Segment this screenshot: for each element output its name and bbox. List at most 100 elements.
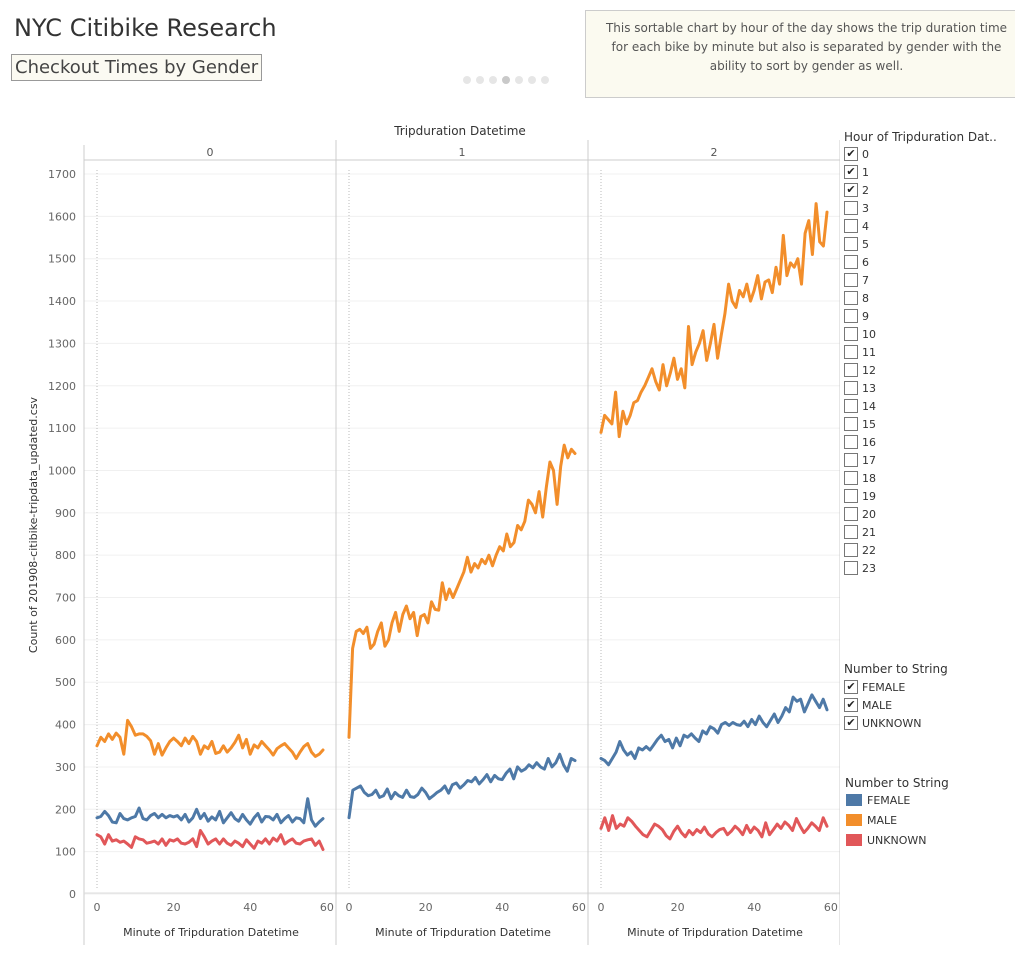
- hour-filter-item[interactable]: 22: [844, 541, 876, 559]
- hour-filter-label: 2: [862, 183, 869, 197]
- legend-label: MALE: [867, 813, 898, 827]
- hour-filter-item[interactable]: 21: [844, 523, 876, 541]
- hour-filter-item[interactable]: 5: [844, 235, 869, 253]
- y-tick-label: 1700: [48, 168, 76, 181]
- checkbox[interactable]: [844, 561, 858, 575]
- hour-filter-item[interactable]: 4: [844, 217, 869, 235]
- checkbox[interactable]: [844, 435, 858, 449]
- hour-filter-item[interactable]: 14: [844, 397, 876, 415]
- checkbox[interactable]: ✔: [844, 183, 858, 197]
- story-point-caption[interactable]: Checkout Times by Gender: [11, 54, 263, 81]
- checkbox[interactable]: [844, 201, 858, 215]
- checkbox[interactable]: [844, 255, 858, 269]
- hour-filter-item[interactable]: 17: [844, 451, 876, 469]
- hour-filter-label: 22: [862, 543, 876, 557]
- color-legend-title: Number to String: [845, 776, 949, 790]
- checkbox[interactable]: [844, 219, 858, 233]
- hour-filter-label: 6: [862, 255, 869, 269]
- checkbox[interactable]: [844, 381, 858, 395]
- story-point-dot[interactable]: [489, 76, 497, 84]
- hour-filter-item[interactable]: 6: [844, 253, 869, 271]
- hour-filter-item[interactable]: 3: [844, 199, 869, 217]
- panel-header-label: 2: [711, 146, 718, 159]
- hour-filter-item[interactable]: 9: [844, 307, 869, 325]
- hour-filter-label: 1: [862, 165, 869, 179]
- hour-filter-item[interactable]: 12: [844, 361, 876, 379]
- hour-filter-item[interactable]: 20: [844, 505, 876, 523]
- hour-filter-item[interactable]: ✔ 0: [844, 145, 869, 163]
- x-tick-label: 60: [320, 901, 334, 914]
- x-axis-label: Minute of Tripduration Datetime: [123, 926, 299, 939]
- line-chart: 0100200300400500600700800900100011001200…: [27, 124, 840, 945]
- legend-item[interactable]: FEMALE: [846, 790, 910, 810]
- hour-filter-label: 12: [862, 363, 876, 377]
- hour-filter-item[interactable]: 15: [844, 415, 876, 433]
- hour-filter-item[interactable]: 8: [844, 289, 869, 307]
- y-tick-label: 1000: [48, 464, 76, 477]
- checkbox[interactable]: ✔: [844, 147, 858, 161]
- story-point-dot[interactable]: [463, 76, 471, 84]
- gender-filter-item[interactable]: ✔ FEMALE: [844, 678, 905, 696]
- checkbox[interactable]: [844, 399, 858, 413]
- story-point-dot[interactable]: [528, 76, 536, 84]
- hour-filter-item[interactable]: ✔ 2: [844, 181, 869, 199]
- y-tick-label: 200: [55, 803, 76, 816]
- x-tick-label: 40: [747, 901, 761, 914]
- checkbox[interactable]: [844, 363, 858, 377]
- checkbox[interactable]: [844, 453, 858, 467]
- story-point-dot[interactable]: [476, 76, 484, 84]
- legend-item[interactable]: MALE: [846, 810, 897, 830]
- checkbox[interactable]: [844, 525, 858, 539]
- checkbox[interactable]: [844, 345, 858, 359]
- series-layer: [95, 202, 829, 851]
- hour-filter-item[interactable]: 19: [844, 487, 876, 505]
- series-line-female: [599, 693, 829, 767]
- checkbox[interactable]: [844, 291, 858, 305]
- checkbox[interactable]: [844, 543, 858, 557]
- gender-filter-item[interactable]: ✔ UNKNOWN: [844, 714, 922, 732]
- checkbox[interactable]: ✔: [844, 716, 858, 730]
- description-box: This sortable chart by hour of the day s…: [585, 10, 1015, 98]
- hour-filter-item[interactable]: ✔ 1: [844, 163, 869, 181]
- story-point-dot[interactable]: [515, 76, 523, 84]
- checkbox[interactable]: [844, 309, 858, 323]
- checkbox[interactable]: ✔: [844, 680, 858, 694]
- y-tick-label: 1500: [48, 253, 76, 266]
- hour-filter-label: 5: [862, 237, 869, 251]
- x-tick-label: 60: [824, 901, 838, 914]
- series-line-male: [95, 718, 325, 760]
- hour-filter-item[interactable]: 18: [844, 469, 876, 487]
- checkbox[interactable]: [844, 273, 858, 287]
- x-tick-label: 20: [671, 901, 685, 914]
- checkbox[interactable]: [844, 489, 858, 503]
- gender-filter-title: Number to String: [844, 662, 948, 676]
- checkbox[interactable]: [844, 507, 858, 521]
- checkbox[interactable]: [844, 237, 858, 251]
- hour-filter-label: 0: [862, 147, 869, 161]
- hour-filter-item[interactable]: 16: [844, 433, 876, 451]
- hour-filter-label: 3: [862, 201, 869, 215]
- series-line-female: [95, 797, 325, 828]
- checkbox[interactable]: ✔: [844, 698, 858, 712]
- hour-filter-item[interactable]: 23: [844, 559, 876, 577]
- gender-filter-item[interactable]: ✔ MALE: [844, 696, 892, 714]
- hour-filter-item[interactable]: 13: [844, 379, 876, 397]
- hour-filter-item[interactable]: 10: [844, 325, 876, 343]
- story-point-dot[interactable]: [502, 76, 510, 84]
- series-line-unknown: [95, 829, 325, 851]
- checkbox[interactable]: [844, 327, 858, 341]
- legend-item[interactable]: UNKNOWN: [846, 830, 927, 850]
- checkbox[interactable]: [844, 471, 858, 485]
- checkbox[interactable]: [844, 417, 858, 431]
- hour-filter-item[interactable]: 7: [844, 271, 869, 289]
- story-point-dot[interactable]: [541, 76, 549, 84]
- gender-filter-label: FEMALE: [862, 680, 906, 694]
- x-tick-label: 40: [495, 901, 509, 914]
- grid-layer: [84, 173, 840, 895]
- y-tick-label: 900: [55, 507, 76, 520]
- y-tick-label: 1400: [48, 295, 76, 308]
- y-tick-label: 800: [55, 549, 76, 562]
- hour-filter-item[interactable]: 11: [844, 343, 876, 361]
- checkbox[interactable]: ✔: [844, 165, 858, 179]
- y-tick-label: 1200: [48, 380, 76, 393]
